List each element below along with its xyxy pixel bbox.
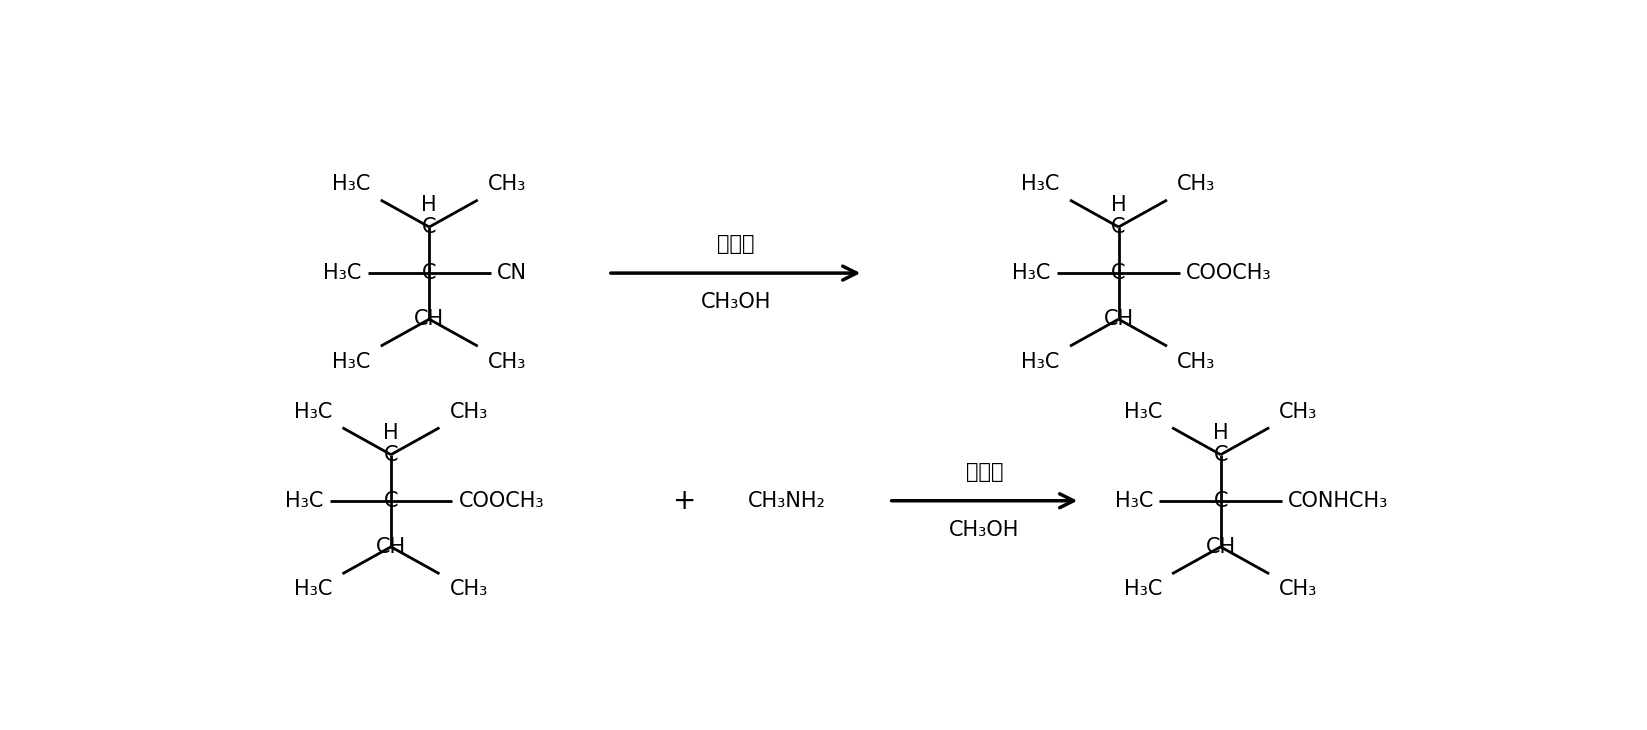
Text: CN: CN (497, 263, 527, 283)
Text: H₃C: H₃C (333, 174, 371, 194)
Text: 催化剂: 催化剂 (716, 234, 754, 254)
Text: CH₃: CH₃ (1178, 352, 1215, 372)
Text: CH₃: CH₃ (1280, 402, 1318, 422)
Text: CH₃: CH₃ (488, 174, 527, 194)
Text: CH: CH (376, 537, 407, 557)
Text: CH₃: CH₃ (1178, 174, 1215, 194)
Text: CH₃: CH₃ (450, 580, 488, 599)
Text: H: H (1110, 195, 1127, 215)
Text: H₃C: H₃C (1115, 491, 1153, 511)
Text: H₃C: H₃C (285, 491, 323, 511)
Text: C: C (422, 263, 436, 283)
Text: C: C (1112, 263, 1127, 283)
Text: CH₃: CH₃ (450, 402, 488, 422)
Text: COOCH₃: COOCH₃ (458, 491, 544, 511)
Text: C: C (1112, 217, 1127, 237)
Text: C: C (384, 445, 399, 465)
Text: H: H (422, 195, 436, 215)
Text: H: H (384, 423, 399, 442)
Text: CONHCH₃: CONHCH₃ (1288, 491, 1388, 511)
Text: C: C (1214, 445, 1229, 465)
Text: H₃C: H₃C (1123, 580, 1161, 599)
Text: CH₃: CH₃ (488, 352, 527, 372)
Text: CH₃OH: CH₃OH (949, 520, 1019, 540)
Text: H₃C: H₃C (1013, 263, 1051, 283)
Text: +: + (674, 487, 697, 515)
Text: H₃C: H₃C (1123, 402, 1161, 422)
Text: CH: CH (1103, 310, 1133, 329)
Text: H₃C: H₃C (293, 580, 333, 599)
Text: H₃C: H₃C (323, 263, 362, 283)
Text: H₃C: H₃C (293, 402, 333, 422)
Text: C: C (422, 217, 436, 237)
Text: H₃C: H₃C (333, 352, 371, 372)
Text: H₃C: H₃C (1021, 352, 1059, 372)
Text: H₃C: H₃C (1021, 174, 1059, 194)
Text: CH₃OH: CH₃OH (700, 292, 771, 312)
Text: COOCH₃: COOCH₃ (1186, 263, 1271, 283)
Text: C: C (1214, 491, 1229, 511)
Text: CH: CH (413, 310, 445, 329)
Text: 催化剂: 催化剂 (965, 461, 1003, 482)
Text: H: H (1212, 423, 1229, 442)
Text: C: C (384, 491, 399, 511)
Text: CH₃NH₂: CH₃NH₂ (748, 491, 825, 511)
Text: CH: CH (1206, 537, 1235, 557)
Text: CH₃: CH₃ (1280, 580, 1318, 599)
